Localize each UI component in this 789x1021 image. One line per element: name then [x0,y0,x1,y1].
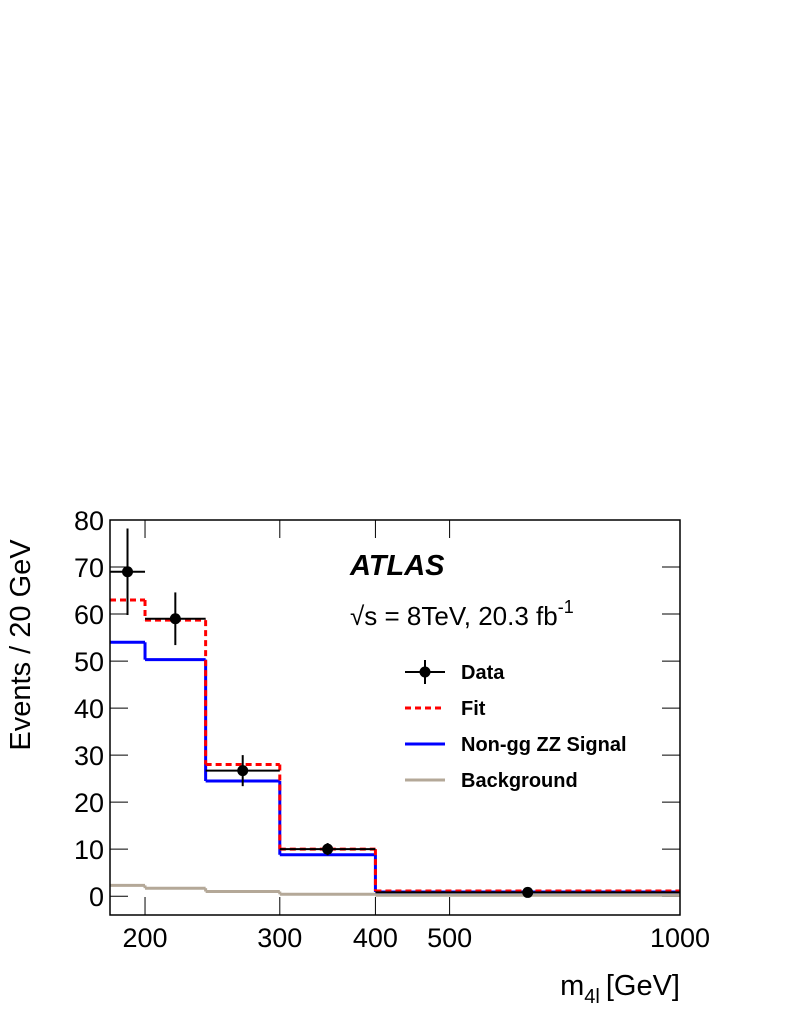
y-tick-label: 20 [74,788,104,818]
y-tick-label: 10 [74,835,104,865]
legend-label: Fit [461,698,486,720]
y-tick-label: 40 [74,694,104,724]
annotation-text: √s = 8TeV, 20.3 fb [350,601,558,631]
legend-label: Background [461,770,578,792]
data-point [169,613,181,625]
x-tick-label: 1000 [650,923,710,953]
legend-swatch [419,666,431,678]
chart-title: ATLAS [349,550,445,582]
y-tick-label: 50 [74,647,104,677]
data-point [237,765,249,777]
annotation-sup: -1 [558,597,574,617]
x-tick-label: 200 [122,923,167,953]
x-tick-label: 400 [353,923,398,953]
plot-frame [109,519,681,916]
x-label-unit: [GeV] [606,970,680,1002]
data-point [322,843,334,855]
annotation: √s = 8TeV, 20.3 fb-1 [350,597,574,631]
y-axis-label: Events / 20 GeV [5,539,37,751]
x-axis-label: m4l [GeV] [560,970,680,1008]
y-tick-label: 30 [74,741,104,771]
x-label-sub: 4l [584,986,600,1008]
data-point [522,886,534,898]
y-tick-label: 70 [74,553,104,583]
y-tick-label: 80 [74,506,104,536]
data-point [122,566,134,578]
legend-label: Non-gg ZZ Signal [461,734,627,756]
x-tick-label: 500 [427,923,472,953]
legend-label: Data [461,662,505,684]
x-label-text: m [560,970,584,1002]
y-tick-label: 60 [74,600,104,630]
x-tick-label: 300 [257,923,302,953]
y-tick-label: 0 [89,882,104,912]
